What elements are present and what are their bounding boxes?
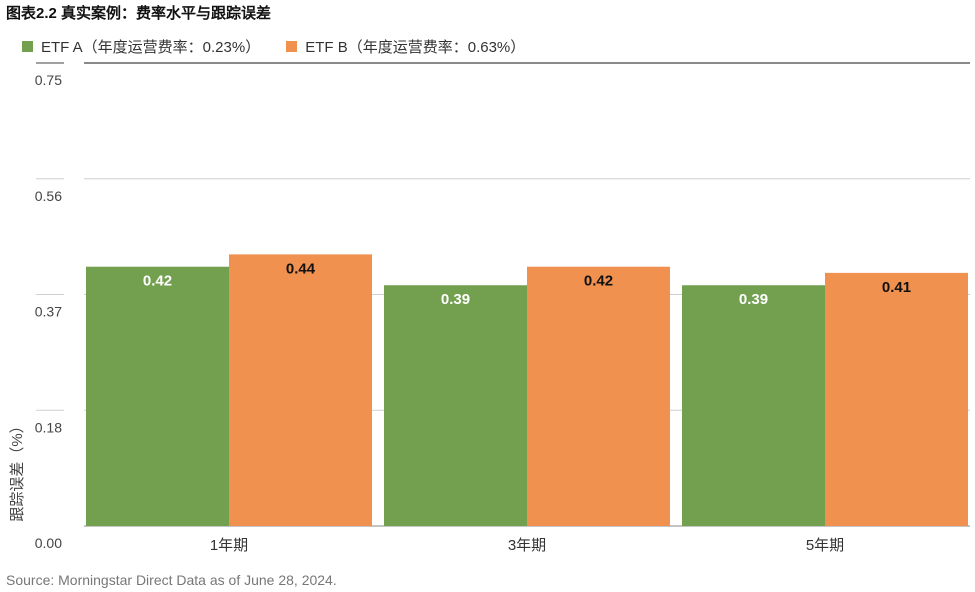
legend-swatch-etf-a [22,41,33,52]
bar-etf-b [229,254,372,526]
bar-etf-a [682,285,825,526]
legend-swatch-etf-b [286,41,298,52]
bar-etf-b [527,266,670,526]
legend: ETF A（年度运营费率：0.23%） ETF B（年度运营费率：0.63%） [22,36,551,57]
x-tick-label: 5年期 [806,537,844,554]
legend-label-etf-b: ETF B（年度运营费率：0.63%） [305,39,526,56]
source-note: Source: Morningstar Direct Data as of Ju… [6,572,337,588]
data-label: 0.42 [584,273,613,290]
legend-item-etf-a: ETF A（年度运营费率：0.23%） [22,36,260,57]
x-tick-label: 3年期 [508,537,546,554]
chart-title: 图表2.2 真实案例：费率水平与跟踪误差 [6,5,272,22]
bar-etf-a [86,266,229,526]
legend-label-etf-a: ETF A（年度运营费率：0.23%） [41,39,261,56]
y-tick-label: 0.56 [35,188,62,204]
y-axis-label: 跟踪误差（%） [9,418,26,521]
data-label: 0.39 [441,291,470,308]
legend-item-etf-b: ETF B（年度运营费率：0.63%） [286,36,525,57]
y-tick-label: 0.75 [35,72,62,88]
y-tick-label: 0.18 [35,419,62,435]
y-tick-label: 0.00 [35,535,62,551]
bar-etf-b [825,272,968,526]
data-label: 0.41 [882,279,911,296]
x-tick-label: 1年期 [210,537,248,554]
data-label: 0.39 [739,291,768,308]
y-tick-label: 0.37 [35,304,62,320]
data-label: 0.42 [143,273,172,290]
bar-etf-a [384,285,527,526]
data-label: 0.44 [286,260,316,277]
